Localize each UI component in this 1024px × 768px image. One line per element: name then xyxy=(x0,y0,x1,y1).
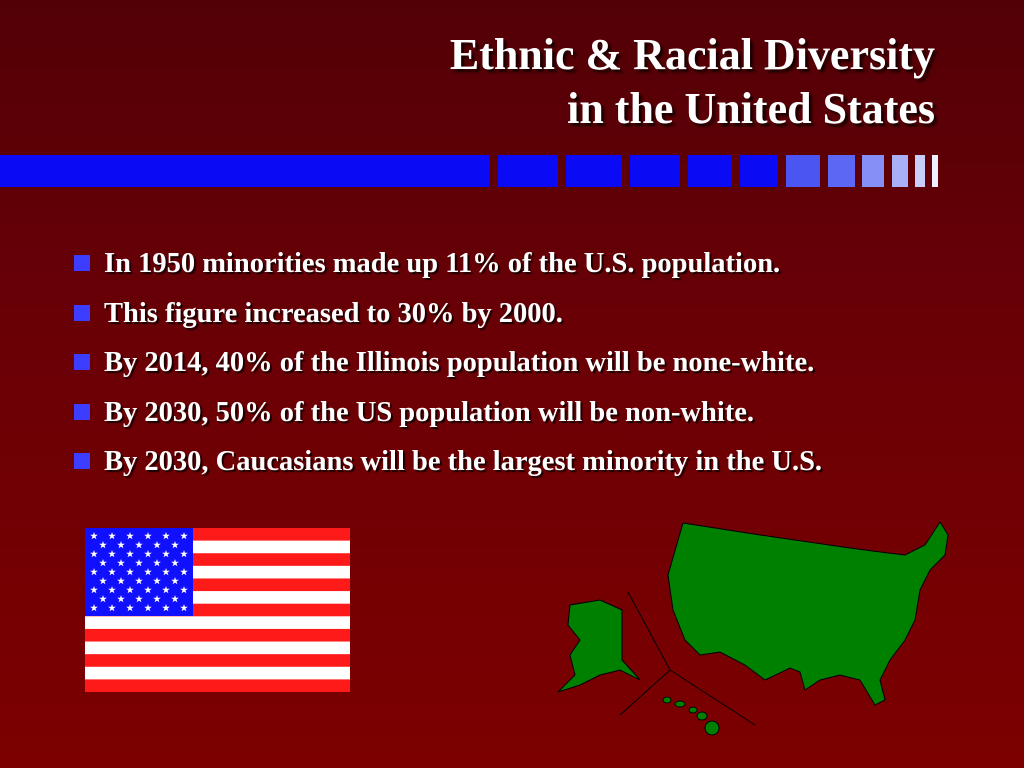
flag-part xyxy=(144,586,152,594)
flag-part xyxy=(99,541,107,549)
flag-part xyxy=(90,568,98,576)
flag-part xyxy=(135,541,143,549)
flag-part xyxy=(171,559,179,567)
flag-part xyxy=(135,559,143,567)
flag-part xyxy=(90,532,98,540)
title-line: in the United States xyxy=(567,84,935,133)
flag-part xyxy=(153,559,161,567)
flag-part xyxy=(99,577,107,585)
flag-part xyxy=(153,595,161,603)
flag-part xyxy=(108,532,116,540)
flag-part xyxy=(135,577,143,585)
flag-part xyxy=(144,550,152,558)
title-line: Ethnic & Racial Diversity xyxy=(449,30,935,79)
bullet: By 2014, 40% of the Illinois population … xyxy=(72,343,822,393)
flag-part xyxy=(153,541,161,549)
flag-part xyxy=(126,532,134,540)
flag-part xyxy=(162,568,170,576)
bullet: By 2030, 50% of the US population will b… xyxy=(72,393,822,443)
flag-part xyxy=(108,550,116,558)
flag-part xyxy=(144,568,152,576)
flag-part xyxy=(153,577,161,585)
flag-part xyxy=(108,586,116,594)
flag-part xyxy=(180,550,188,558)
flag-part xyxy=(99,595,107,603)
flag-part xyxy=(117,541,125,549)
bullet-list: In 1950 minorities made up 11% of the U.… xyxy=(72,244,822,492)
flag-part xyxy=(99,559,107,567)
flag-part xyxy=(135,595,143,603)
flag-part xyxy=(162,532,170,540)
flag-part xyxy=(126,550,134,558)
us-map xyxy=(557,521,949,736)
flag-part xyxy=(162,550,170,558)
flag-part xyxy=(171,541,179,549)
flag-part xyxy=(85,679,350,692)
bullet: In 1950 minorities made up 11% of the U.… xyxy=(72,244,822,294)
flag-part xyxy=(171,595,179,603)
bullet: This figure increased to 30% by 2000. xyxy=(72,294,822,344)
flag-part xyxy=(144,532,152,540)
flag-part xyxy=(90,586,98,594)
flag-part xyxy=(85,628,350,642)
flag-part xyxy=(85,654,350,667)
flag-part xyxy=(162,586,170,594)
flag-part xyxy=(126,568,134,576)
flag-part xyxy=(117,559,125,567)
flag-part xyxy=(180,604,188,612)
flag-part xyxy=(108,604,116,612)
flag-part xyxy=(108,568,116,576)
flag-part xyxy=(180,586,188,594)
blue-bar xyxy=(0,155,938,187)
flag-part xyxy=(117,577,125,585)
flag-part xyxy=(126,586,134,594)
flag-part xyxy=(180,568,188,576)
flag-part xyxy=(90,604,98,612)
flag-part xyxy=(90,550,98,558)
flag-part xyxy=(162,604,170,612)
us-flag xyxy=(85,528,350,692)
flag-part xyxy=(171,577,179,585)
flag-part xyxy=(144,604,152,612)
slide-title: Ethnic & Racial Diversity in the United … xyxy=(450,28,935,136)
flag-part xyxy=(180,532,188,540)
bullet: By 2030, Caucasians will be the largest … xyxy=(72,442,822,492)
flag-part xyxy=(126,604,134,612)
flag-part xyxy=(117,595,125,603)
